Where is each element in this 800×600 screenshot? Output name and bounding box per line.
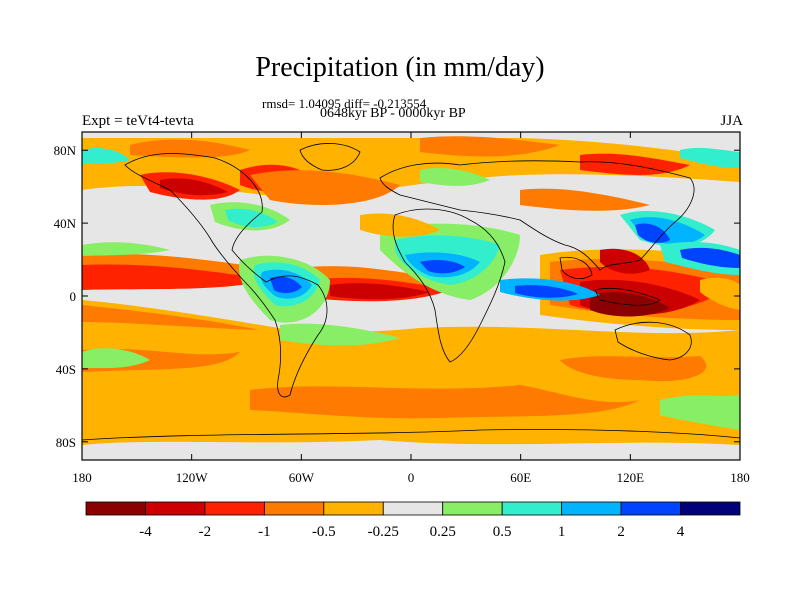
colorbar-swatch <box>680 501 741 516</box>
lat-tick-label: 80S <box>56 435 76 450</box>
lon-tick-label: 0 <box>408 470 415 485</box>
colorbar-swatch <box>204 501 265 516</box>
experiment-label: Expt = teVt4-tevta <box>82 113 194 129</box>
colorbar-label: 4 <box>677 524 685 540</box>
colorbar-swatch <box>323 501 384 516</box>
colorbar-swatch <box>620 501 681 516</box>
lon-tick-label: 180 <box>730 470 750 485</box>
period-line: 0648kyr BP - 0000kyr BP <box>320 106 466 121</box>
coastlines <box>82 143 740 441</box>
colorbar-label: 2 <box>617 524 625 540</box>
colorbar-label: 1 <box>558 524 566 540</box>
precip-anomaly-field <box>82 136 740 445</box>
colorbar-label: 0.25 <box>430 524 456 540</box>
colorbar-swatch <box>442 501 503 516</box>
colorbar-swatch <box>263 501 325 516</box>
lon-tick-label: 180 <box>72 470 92 485</box>
colorbar-swatch <box>501 501 563 516</box>
lat-tick-label: 80N <box>54 143 77 158</box>
lat-tick-label: 0 <box>70 289 77 304</box>
colorbar-swatch <box>145 501 206 516</box>
colorbar-label: -4 <box>139 524 152 540</box>
colorbar-label: -2 <box>199 524 212 540</box>
colorbar: -4 -2 -1 -0.5 -0.25 0.25 0.5 1 2 4 <box>85 501 741 540</box>
colorbar-label: -0.25 <box>368 524 399 540</box>
colorbar-swatch <box>561 501 622 516</box>
page-title: Precipitation (in mm/day) <box>255 52 545 83</box>
colorbar-label: -1 <box>258 524 271 540</box>
map-axes: 80N 40N 0 40S 80S 180 120W 60W 0 60E 120E 180 <box>54 132 750 485</box>
colorbar-swatch <box>382 501 444 516</box>
colorbar-swatch <box>85 501 146 516</box>
lon-tick-label: 60E <box>510 470 531 485</box>
lon-tick-label: 120W <box>176 470 209 485</box>
colorbar-label: 0.5 <box>493 524 512 540</box>
lat-tick-label: 40N <box>54 216 77 231</box>
season-label: JJA <box>720 113 743 129</box>
lat-tick-label: 40S <box>56 362 76 377</box>
stats-line: rmsd= 1.04095 diff= -0.213554 <box>262 96 427 111</box>
lon-tick-label: 60W <box>289 470 315 485</box>
map-field <box>82 132 740 460</box>
colorbar-label: -0.5 <box>312 524 336 540</box>
lon-tick-label: 120E <box>617 470 645 485</box>
